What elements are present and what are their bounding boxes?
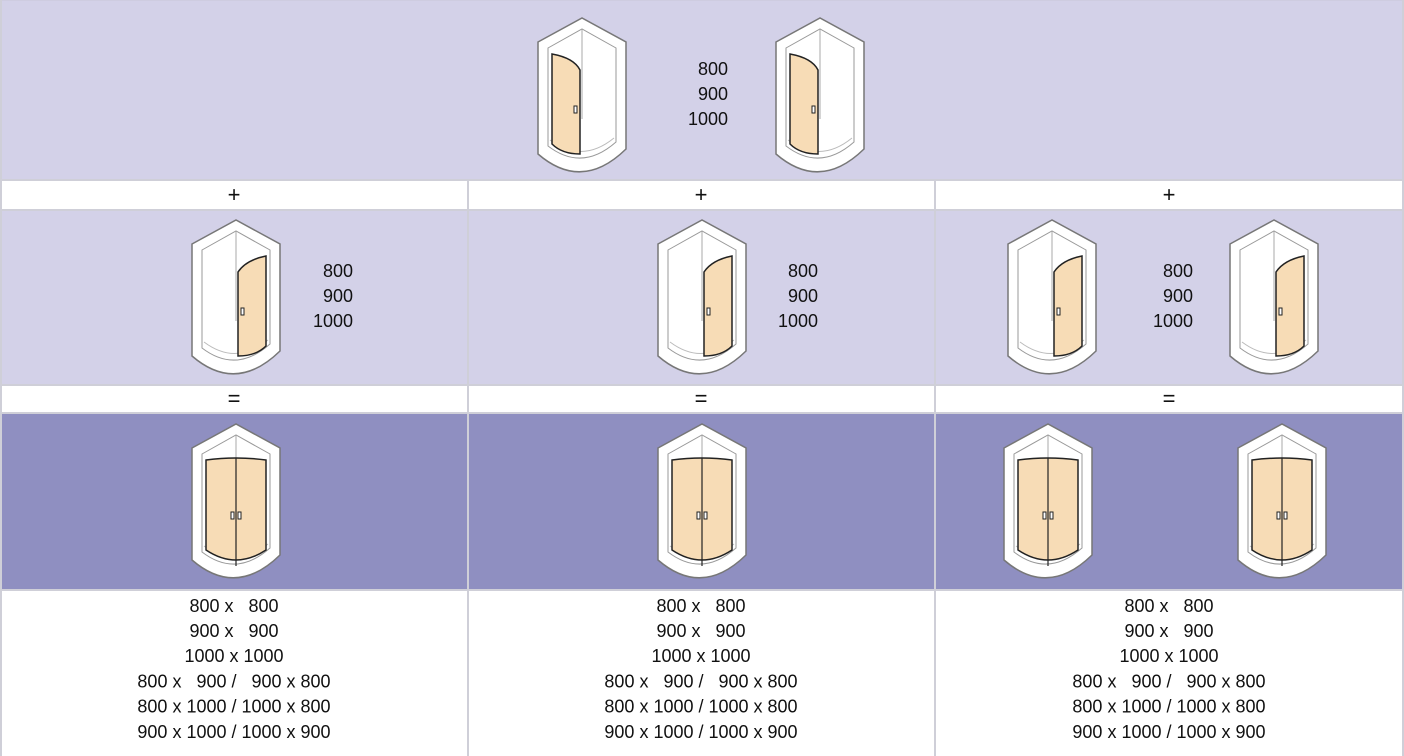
plus-sign: +: [695, 182, 708, 207]
result-size: 900 x 900: [656, 621, 745, 641]
size-label: 900: [698, 84, 728, 104]
enclosure-icon: [1004, 424, 1092, 578]
result-size: 900 x 1000 / 1000 x 900: [604, 722, 797, 742]
result-size: 800 x 800: [656, 596, 745, 616]
enclosure-icon: [658, 220, 746, 374]
plus-sign: +: [228, 182, 241, 207]
result-size: 800 x 1000 / 1000 x 800: [137, 697, 330, 717]
result-size: 1000 x 1000: [651, 646, 750, 666]
equals-sign: =: [695, 386, 708, 411]
enclosure-icon: [1008, 220, 1096, 374]
enclosure-icon: [538, 18, 626, 172]
enclosure-icon: [192, 424, 280, 578]
enclosure-icon: [1238, 424, 1326, 578]
result-size: 900 x 1000 / 1000 x 900: [137, 722, 330, 742]
size-label: 1000: [313, 311, 353, 331]
equals-sign: =: [228, 386, 241, 411]
top-row: [0, 0, 1404, 181]
size-label: 900: [1163, 286, 1193, 306]
result-size: 1000 x 1000: [1119, 646, 1218, 666]
result-size: 900 x 900: [1124, 621, 1213, 641]
plus-sign: +: [1163, 182, 1176, 207]
size-label: 1000: [778, 311, 818, 331]
result-size: 900 x 900: [189, 621, 278, 641]
result-size: 800 x 800: [189, 596, 278, 616]
equals-sign: =: [1163, 386, 1176, 411]
result-size: 800 x 800: [1124, 596, 1213, 616]
size-label: 800: [788, 261, 818, 281]
size-label: 800: [1163, 261, 1193, 281]
result-size: 800 x 900 / 900 x 800: [1072, 671, 1265, 691]
size-label: 1000: [688, 109, 728, 129]
size-label: 800: [323, 261, 353, 281]
result-size: 800 x 1000 / 1000 x 800: [1072, 697, 1265, 717]
enclosure-icon: [776, 18, 864, 172]
enclosure-icon: [192, 220, 280, 374]
size-label: 900: [788, 286, 818, 306]
result-size: 900 x 1000 / 1000 x 900: [1072, 722, 1265, 742]
result-size: 800 x 900 / 900 x 800: [604, 671, 797, 691]
enclosure-icon: [658, 424, 746, 578]
result-size: 800 x 900 / 900 x 800: [137, 671, 330, 691]
size-label: 800: [698, 59, 728, 79]
result-size: 1000 x 1000: [184, 646, 283, 666]
size-label: 900: [323, 286, 353, 306]
enclosure-icon: [1230, 220, 1318, 374]
size-label: 1000: [1153, 311, 1193, 331]
texts: 800 900 1000 +800 900 1000 = 800 x 800 900 x 900…: [137, 59, 1265, 742]
result-size: 800 x 1000 / 1000 x 800: [604, 697, 797, 717]
